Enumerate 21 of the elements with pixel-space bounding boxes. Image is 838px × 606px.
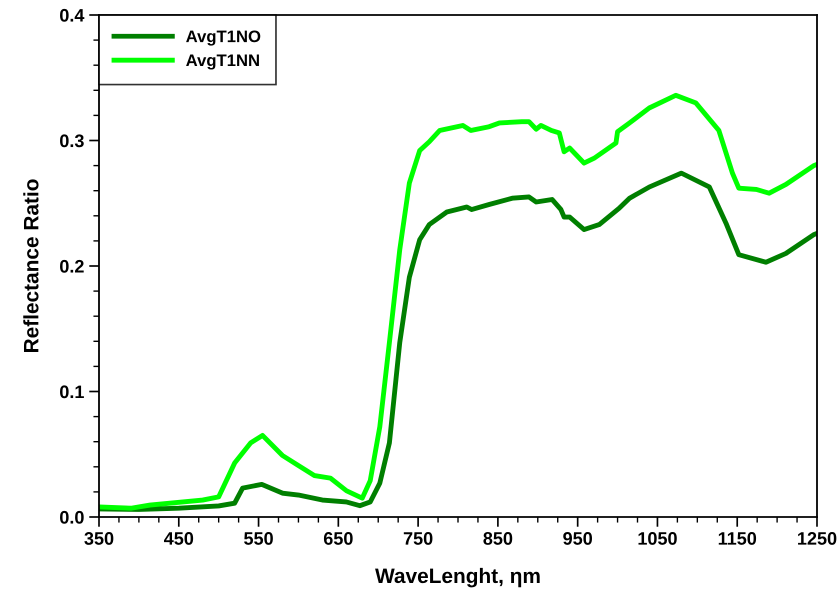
x-axis-title: WaveLenght, ηm bbox=[375, 568, 540, 588]
y-tick-label: 0.1 bbox=[60, 385, 84, 398]
y-tick-label: 0.4 bbox=[60, 8, 84, 22]
legend-label: AvgT1NO bbox=[186, 30, 260, 46]
x-tick-label: 450 bbox=[164, 532, 194, 545]
line-series bbox=[99, 92, 817, 511]
x-tick-label: 750 bbox=[404, 532, 432, 545]
x-tick-label: 950 bbox=[563, 532, 592, 545]
y-tick-label: 0.2 bbox=[60, 260, 84, 273]
x-tick-label: 350 bbox=[84, 532, 114, 545]
x-tick-label: 550 bbox=[244, 532, 273, 545]
y-axis-title: Reflectance Ratio bbox=[23, 179, 39, 352]
x-tick-label: 1150 bbox=[718, 532, 756, 545]
y-tick-label: 0.0 bbox=[60, 510, 84, 524]
line-series bbox=[99, 170, 817, 512]
x-tick-label: 650 bbox=[324, 532, 353, 545]
legend-label: AvgT1NN bbox=[186, 54, 259, 70]
x-tick-label: 1050 bbox=[638, 532, 677, 545]
x-tick-label: 850 bbox=[483, 532, 512, 545]
x-tick-label: 1250 bbox=[798, 532, 836, 545]
y-tick-label: 0.3 bbox=[60, 134, 84, 148]
